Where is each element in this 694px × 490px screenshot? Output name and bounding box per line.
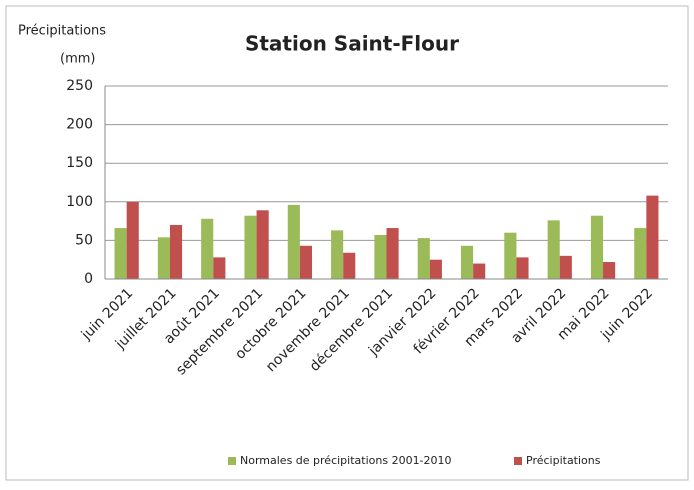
bar: [374, 234, 387, 279]
bar: [331, 230, 344, 279]
y-tick-label: 0: [84, 271, 93, 287]
bar: [299, 245, 313, 279]
bar: [504, 232, 517, 279]
bar: [213, 257, 226, 279]
y-tick-label: 250: [66, 78, 93, 94]
bar: [157, 237, 170, 279]
bar: [634, 228, 647, 279]
bar: [169, 224, 183, 279]
bar: [559, 255, 572, 279]
bar: [343, 252, 356, 279]
bar: [244, 215, 257, 279]
bar: [417, 238, 430, 279]
y-tick-label: 50: [75, 232, 93, 248]
y-tick-label: 200: [66, 117, 93, 133]
chart-title: Station Saint-Flour: [245, 32, 459, 56]
y-axis-label: Précipitations: [18, 24, 106, 39]
bar: [287, 204, 300, 279]
legend-label: Précipitations: [526, 454, 601, 467]
legend-label: Normales de précipitations 2001-2010: [240, 454, 452, 467]
bar: [114, 228, 127, 279]
bar: [126, 201, 139, 279]
bar: [201, 218, 214, 279]
y-axis-label: (mm): [60, 52, 95, 67]
y-tick-label: 100: [66, 194, 93, 210]
bar: [516, 257, 529, 279]
bar: [386, 228, 399, 279]
y-tick-label: 150: [66, 155, 93, 171]
bar: [603, 262, 616, 279]
bar: [429, 259, 442, 279]
legend-swatch: [228, 457, 236, 465]
bar: [590, 215, 604, 279]
bar: [547, 220, 560, 279]
legend-swatch: [514, 457, 522, 465]
bar: [473, 263, 486, 279]
bar: [256, 210, 269, 279]
bar: [646, 195, 659, 279]
chart-frame: [5, 5, 689, 481]
bar: [460, 245, 474, 279]
